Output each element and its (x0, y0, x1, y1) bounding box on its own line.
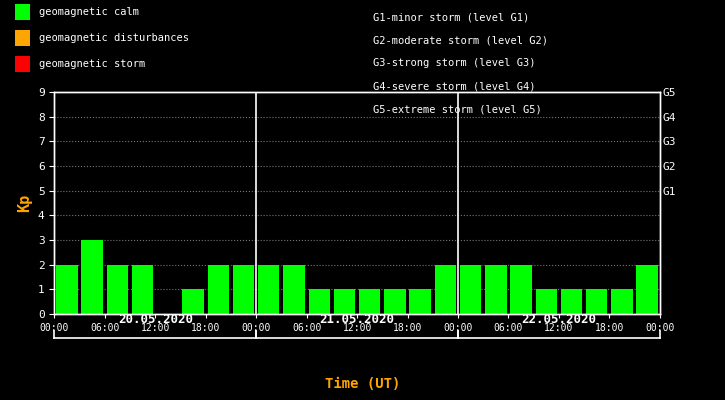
Text: 20.05.2020: 20.05.2020 (117, 313, 193, 326)
Bar (460, 265, 481, 314)
Bar (560, 289, 582, 314)
Text: 21.05.2020: 21.05.2020 (320, 313, 394, 326)
Bar (334, 289, 355, 314)
Bar (410, 289, 431, 314)
Bar (536, 289, 557, 314)
Bar (510, 265, 531, 314)
Y-axis label: Kp: Kp (17, 194, 33, 212)
Text: Time (UT): Time (UT) (325, 377, 400, 391)
Text: G1-minor storm (level G1): G1-minor storm (level G1) (373, 12, 530, 22)
Text: G3-strong storm (level G3): G3-strong storm (level G3) (373, 58, 536, 68)
Bar (258, 265, 280, 314)
Bar (434, 265, 456, 314)
Bar (81, 240, 103, 314)
Text: geomagnetic disturbances: geomagnetic disturbances (39, 33, 189, 43)
Bar (384, 289, 405, 314)
Bar (586, 289, 608, 314)
Bar (57, 265, 78, 314)
Text: G5-extreme storm (level G5): G5-extreme storm (level G5) (373, 105, 542, 115)
Text: geomagnetic calm: geomagnetic calm (39, 7, 139, 17)
Bar (233, 265, 254, 314)
Text: 22.05.2020: 22.05.2020 (521, 313, 597, 326)
Bar (637, 265, 658, 314)
Bar (309, 289, 330, 314)
Text: geomagnetic storm: geomagnetic storm (39, 59, 146, 69)
Bar (611, 289, 633, 314)
Text: G2-moderate storm (level G2): G2-moderate storm (level G2) (373, 35, 548, 45)
Bar (359, 289, 381, 314)
Bar (107, 265, 128, 314)
Bar (485, 265, 507, 314)
Bar (207, 265, 229, 314)
Bar (283, 265, 304, 314)
Bar (183, 289, 204, 314)
Text: G4-severe storm (level G4): G4-severe storm (level G4) (373, 82, 536, 92)
Bar (132, 265, 154, 314)
